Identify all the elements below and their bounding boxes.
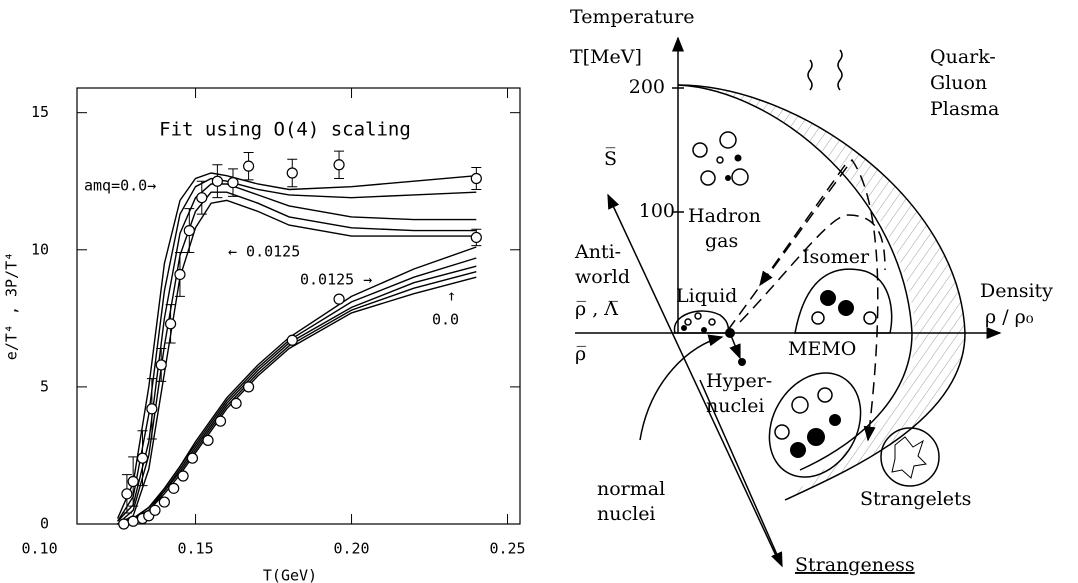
point	[214, 415, 227, 427]
y-tick-label: 15	[31, 103, 49, 121]
curve	[117, 265, 477, 525]
y-tick-label: 5	[40, 377, 49, 395]
strangelet	[891, 436, 928, 479]
label: ρ̅	[575, 343, 586, 365]
point	[127, 475, 139, 488]
strangeness-axis	[699, 379, 783, 568]
dashed-path	[739, 214, 886, 323]
chart-title: Fit using O(4) scaling	[159, 119, 411, 141]
point	[470, 172, 482, 185]
label: Gluon	[930, 72, 987, 94]
x-axis-label: T(GeV)	[263, 567, 317, 583]
y-tick-label: 10	[31, 240, 49, 258]
label: Liquid	[676, 285, 737, 307]
hatched-region	[678, 85, 965, 500]
label: Hyper-	[706, 370, 772, 392]
curve	[117, 177, 477, 522]
plot-frame	[76, 87, 521, 525]
point	[286, 334, 298, 346]
label: Isomer	[802, 246, 870, 268]
hadrons	[684, 131, 877, 440]
annotation: 0.0125 →	[300, 271, 372, 289]
label: nuclei	[597, 503, 656, 525]
point	[158, 496, 170, 508]
annotation: ↑	[447, 287, 456, 305]
point	[146, 403, 158, 415]
label: MEMO	[788, 338, 856, 360]
point	[470, 231, 482, 244]
curve	[117, 191, 477, 525]
memo-ellipse	[768, 372, 862, 478]
label: Strangeness	[795, 554, 915, 576]
label: T[MeV]	[570, 46, 642, 68]
dot	[738, 358, 746, 366]
label: world	[575, 266, 630, 288]
point	[333, 293, 345, 305]
point	[127, 515, 139, 527]
x-tick-label: 0.25	[489, 540, 525, 558]
s-bar-axis	[607, 193, 779, 561]
normal-nuclei-arrow	[639, 334, 724, 441]
point	[242, 381, 255, 393]
label: S̅	[604, 148, 617, 170]
point	[174, 268, 186, 281]
qgp-partons	[807, 49, 843, 91]
label: 200	[629, 76, 665, 98]
label: Hadron	[688, 205, 761, 227]
point	[155, 359, 167, 371]
point	[177, 470, 189, 482]
isomer-region	[794, 268, 893, 334]
x-tick-label: 0.20	[333, 540, 369, 558]
label: normal	[597, 478, 665, 500]
strangelet-circle	[880, 427, 940, 487]
annotation: 0.0	[432, 311, 459, 329]
hadrons-filled	[681, 154, 854, 458]
hyper-arrow	[729, 332, 741, 360]
diagram: Temperature T[MeV] 200 100 Quark- Gluon …	[570, 6, 1053, 576]
annotation: amq=0.0→	[84, 177, 156, 195]
point	[333, 159, 345, 171]
point	[183, 224, 195, 237]
point	[186, 452, 199, 464]
x-tick-label: 0.15	[177, 540, 213, 558]
point	[136, 452, 149, 464]
label: ρ / ρ₀	[985, 306, 1034, 328]
point	[211, 175, 223, 187]
label: 100	[639, 200, 675, 222]
label: Plasma	[930, 98, 999, 120]
y-axis-label: e/T⁴ , 3P/T⁴	[3, 252, 21, 360]
curve	[117, 183, 477, 522]
label: Density	[980, 280, 1053, 302]
liquid-drop	[673, 310, 730, 334]
phase-boundary	[677, 84, 966, 501]
chart: Fit using O(4) scaling T(GeV) e/T⁴ , 3P/…	[3, 87, 526, 583]
label: Quark-	[930, 46, 996, 68]
curve	[116, 172, 477, 519]
point	[164, 318, 177, 330]
dashed-path	[727, 158, 879, 442]
annotation: ← 0.0125	[228, 243, 300, 261]
label: Strangelets	[860, 488, 971, 510]
point	[230, 397, 242, 409]
label: Temperature	[570, 6, 694, 28]
label: gas	[705, 230, 738, 252]
point	[227, 177, 239, 189]
label: Anti-	[574, 241, 621, 263]
y-tick-label: 0	[40, 515, 49, 533]
x-tick-label: 0.10	[22, 540, 58, 558]
point	[202, 434, 214, 446]
point	[121, 488, 133, 500]
curve	[117, 199, 477, 525]
label: nuclei	[706, 395, 765, 417]
point	[242, 160, 255, 172]
label: ρ̅ , Λ̅	[575, 298, 618, 320]
point	[118, 518, 130, 530]
point	[286, 167, 298, 179]
point	[168, 482, 180, 494]
dashed-path	[759, 164, 846, 287]
point	[149, 504, 161, 516]
point	[196, 192, 208, 204]
